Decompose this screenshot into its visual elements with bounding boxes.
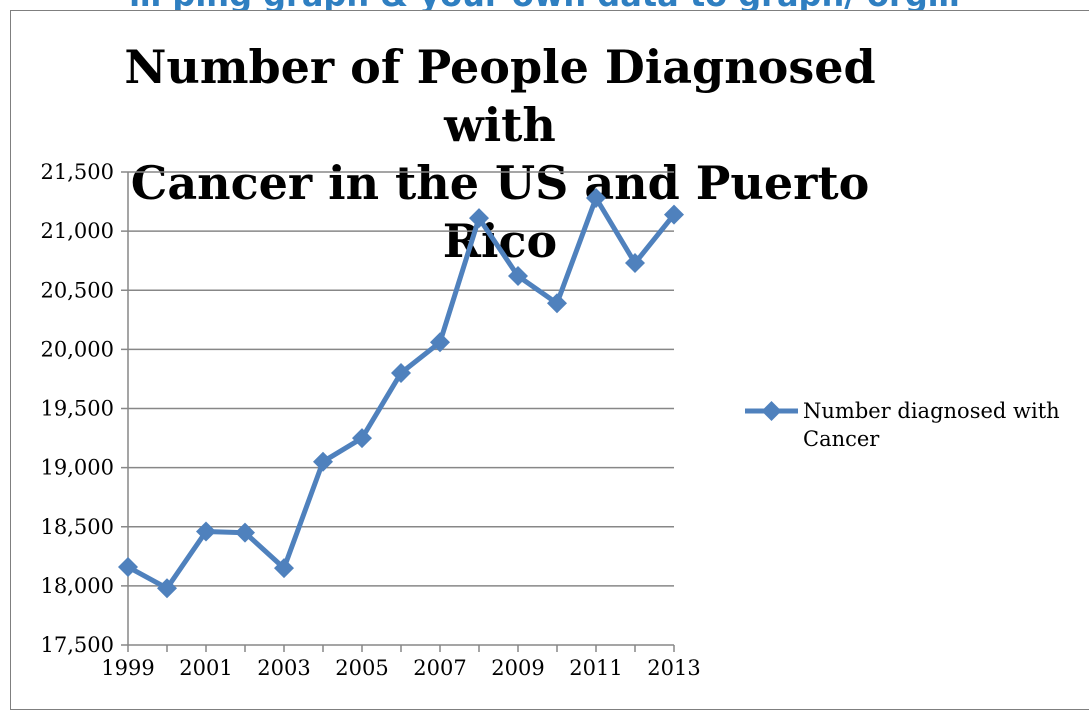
data-point-2002 [235,522,255,543]
x-tick-label-5: 2009 [491,656,544,680]
chart-title-line-1: Number of People Diagnosed with [124,40,876,152]
data-point-2003 [274,558,294,579]
x-tick-label-2: 2003 [257,656,310,680]
data-point-2004 [313,451,333,472]
x-tick-label-3: 2005 [335,656,388,680]
y-tick-label-8: 17,500 [41,633,114,657]
data-point-2012 [625,253,645,274]
y-tick-label-6: 18,500 [41,515,114,539]
data-point-2007 [430,332,450,353]
data-point-2011 [586,188,606,209]
x-tick-label-0: 1999 [101,656,154,680]
y-tick-label-4: 19,500 [41,397,114,421]
data-point-2005 [352,428,372,449]
x-tick-label-4: 2007 [413,656,466,680]
data-point-2013 [664,204,684,225]
legend-label-line-2: Cancer [803,427,880,451]
chart-title-line-2: Cancer in the US and Puerto Rico [130,156,870,268]
data-point-2010 [547,293,567,314]
y-tick-label-2: 20,500 [41,278,114,302]
legend-label-line-1: Number diagnosed with [803,399,1060,423]
chart-title: Number of People Diagnosed with Cancer i… [70,38,930,270]
data-point-2001 [196,521,216,542]
y-tick-label-1: 21,000 [41,219,114,243]
data-point-2008 [469,208,489,229]
y-tick-label-0: 21,500 [41,160,114,184]
data-point-2000 [157,578,177,599]
y-tick-label-5: 19,000 [41,456,114,480]
x-tick-label-6: 2011 [569,656,622,680]
x-tick-label-7: 2013 [647,656,700,680]
data-point-1999 [118,556,138,577]
data-point-2009 [508,266,528,287]
x-tick-label-1: 2001 [179,656,232,680]
data-point-2006 [391,363,411,384]
legend-marker [761,401,782,421]
y-tick-label-3: 20,000 [41,337,114,361]
y-tick-label-7: 18,000 [41,574,114,598]
